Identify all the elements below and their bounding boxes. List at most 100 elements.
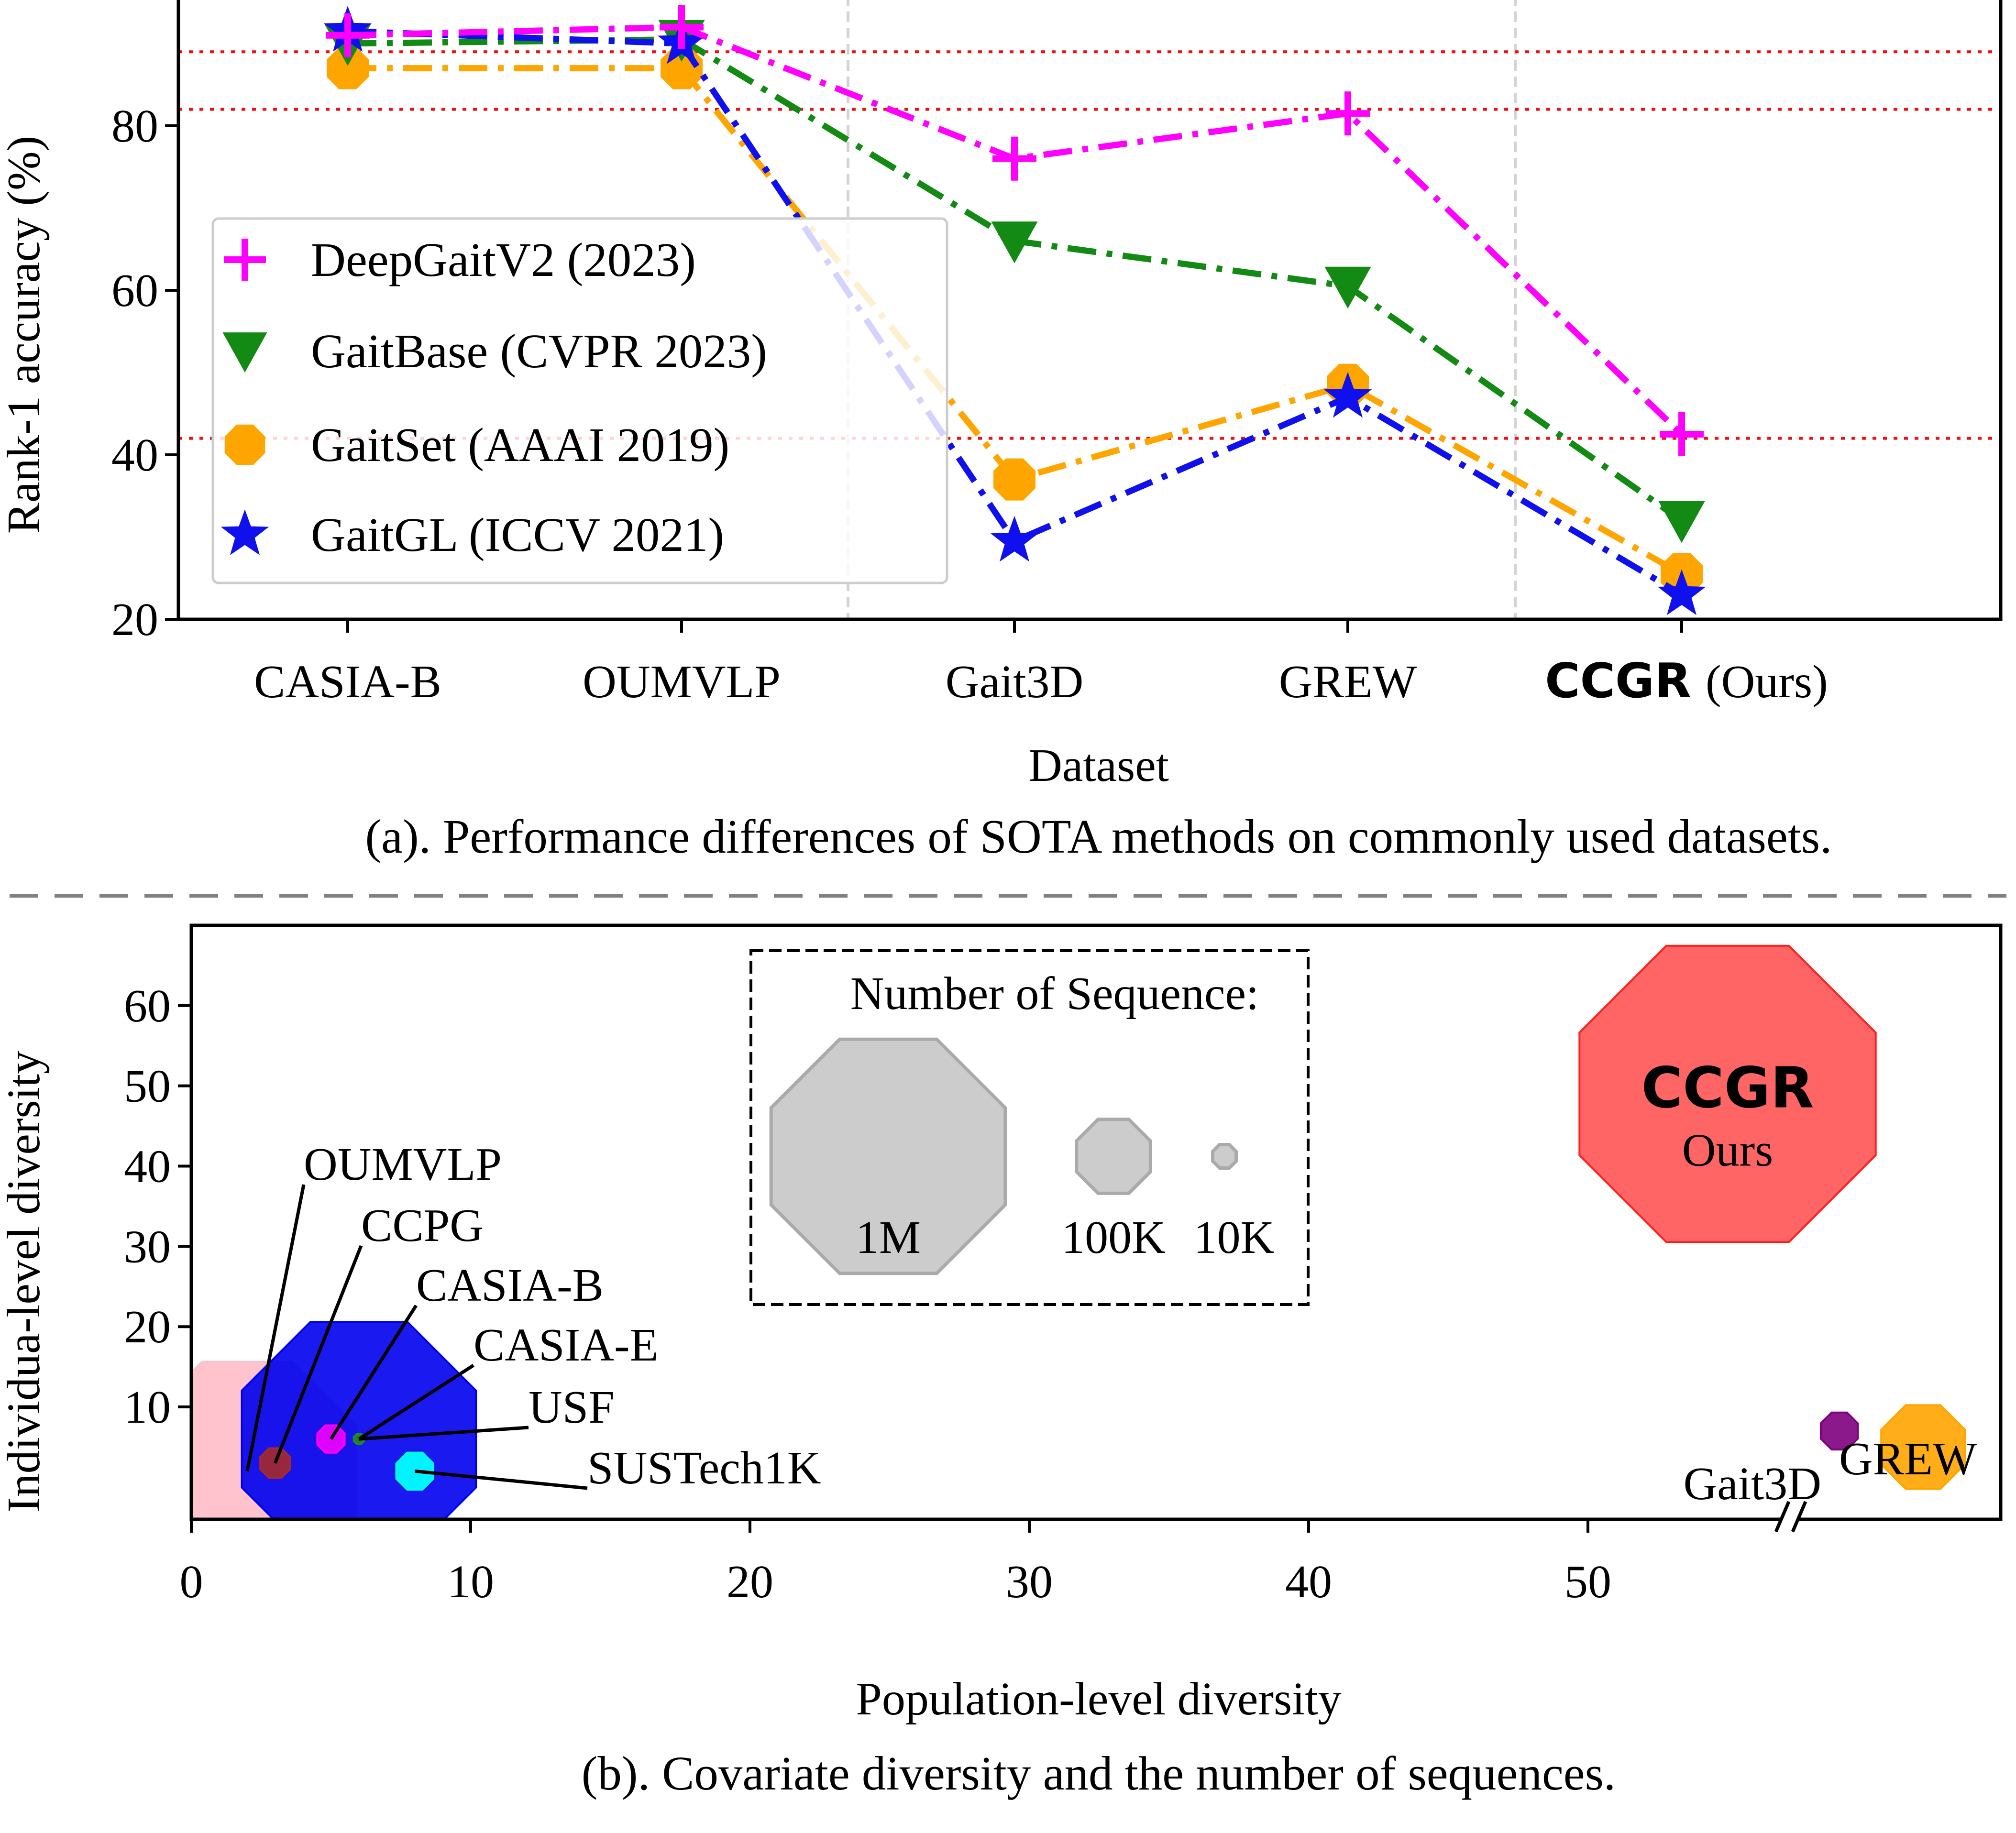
bubble-gait3d: [1819, 1411, 1859, 1451]
a-legend-label: GaitGL (ICCV 2021): [311, 508, 724, 561]
label-sustech1k: SUSTech1K: [587, 1442, 821, 1494]
b-x-tick-label: 50: [1564, 1556, 1611, 1608]
b-y-tick-label: 60: [124, 980, 171, 1032]
size-legend-entry: 100K: [1061, 1118, 1166, 1263]
leader-oumvlp: [245, 1184, 306, 1471]
a-y-tick-label: 20: [111, 594, 158, 646]
a-x-axis-label: Dataset: [1028, 740, 1169, 791]
a-data-point: [660, 5, 704, 49]
leader-sustech1k: [414, 1469, 588, 1490]
a-y-tick-label: 40: [111, 429, 158, 481]
a-series-deepgaitv2: [326, 5, 1704, 456]
b-y-tick-label: 30: [124, 1221, 171, 1273]
a-data-point: [992, 136, 1036, 181]
size-legend-octagon: [1075, 1118, 1152, 1195]
a-legend-entry: GaitSet (AAAI 2019): [224, 418, 729, 472]
b-x-tick-label: 40: [1285, 1556, 1332, 1608]
a-y-axis: 20 40 60 80: [111, 100, 178, 646]
b-size-legend-title: Number of Sequence:: [850, 968, 1259, 1020]
size-legend-label: 1M: [856, 1212, 921, 1263]
b-y-axis-label: Individua-level diversity: [0, 1051, 50, 1513]
b-size-legend: Number of Sequence: 1M 100K 10K: [749, 949, 1310, 1306]
a-series-group: [323, 5, 1706, 615]
b-axis-break-marker: [1774, 1501, 1807, 1533]
a-caption: (a). Performance differences of SOTA met…: [365, 810, 1832, 863]
size-legend-label: 100K: [1061, 1212, 1166, 1263]
a-y-tick-label: 80: [111, 100, 158, 152]
a-legend-entry: GaitGL (ICCV 2021): [220, 508, 724, 561]
size-legend-octagon: [769, 1037, 1007, 1275]
a-data-point: [1658, 501, 1705, 543]
a-data-point: [990, 516, 1039, 562]
a-data-point: [1323, 372, 1372, 418]
a-x-tick-label: CASIA-B: [254, 656, 441, 708]
label-casia-e: CASIA-E: [474, 1319, 659, 1371]
a-data-point: [326, 13, 370, 57]
a-legend-label: DeepGaitV2 (2023): [311, 233, 696, 286]
b-x-axis-label: Population-level diversity: [856, 1673, 1341, 1725]
label-ccgr-subtitle: Ours: [1682, 1124, 1774, 1176]
label-oumvlp: OUMVLP: [304, 1139, 502, 1190]
b-plot-frame: [189, 923, 2003, 1521]
a-data-point: [1326, 91, 1370, 136]
a-y-tick-label: 60: [111, 265, 158, 317]
leader-usf: [359, 1426, 529, 1441]
a-legend-marker: [220, 509, 269, 555]
a-x-tick-label-bold: CCGR: [1545, 653, 1691, 709]
a-x-axis: CASIA-B OUMVLP Gait3D GREW CCGR (Ours): [254, 619, 1828, 709]
b-x-tick-label: 30: [1006, 1556, 1053, 1608]
leader-ccpg: [273, 1245, 363, 1464]
bubble-ccgr: [1578, 944, 1877, 1243]
a-series-line: [347, 28, 1684, 597]
b-x-axis: 0 10 20 30 40 50: [180, 1519, 1611, 1608]
a-x-tick-label: OUMVLP: [583, 656, 781, 708]
b-x-tick-label: 0: [180, 1556, 203, 1608]
a-data-point: [991, 221, 1038, 263]
a-legend-box: [211, 217, 948, 584]
a-x-tick-label-suffix: (Ours): [1706, 656, 1828, 708]
a-plot-frame: [176, 0, 2003, 621]
a-legend-marker: [222, 332, 267, 373]
a-x-tick-label: Gait3D: [946, 656, 1084, 708]
a-legend-entry: GaitBase (CVPR 2023): [222, 324, 767, 378]
a-legend-label: GaitBase (CVPR 2023): [311, 324, 767, 378]
b-y-tick-label: 10: [124, 1382, 171, 1433]
label-ccpg: CCPG: [361, 1200, 484, 1251]
b-x-tick-label: 10: [447, 1556, 494, 1608]
label-ccgr: CCGR: [1641, 1054, 1814, 1120]
a-legend-marker: [224, 424, 265, 465]
label-usf: USF: [529, 1382, 615, 1433]
b-y-tick-label: 40: [124, 1141, 171, 1193]
bubble-grew: [1880, 1404, 1966, 1490]
size-legend-octagon: [1211, 1143, 1238, 1170]
a-legend-label: GaitSet (AAAI 2019): [311, 418, 729, 472]
panel-a: 20 40 60 80 CASIA-B OUMVLP Gait3D GREW CCGR (Our…: [0, 0, 2003, 863]
b-caption: (b). Covariate diversity and the number …: [582, 1746, 1616, 1800]
size-legend-entry: 1M: [769, 1037, 1007, 1275]
b-y-tick-label: 20: [124, 1301, 171, 1353]
a-y-axis-label: Rank-1 accuracy (%): [0, 136, 50, 534]
a-x-tick-label-ccgr: CCGR (Ours): [1545, 653, 1828, 709]
label-casia-b: CASIA-B: [416, 1260, 604, 1311]
a-data-point: [1657, 569, 1706, 615]
a-legend: DeepGaitV2 (2023) GaitBase (CVPR 2023) Gai…: [211, 217, 948, 584]
leader-casia-e: [358, 1364, 474, 1441]
a-x-tick-label: GREW: [1279, 656, 1417, 708]
a-data-point: [1660, 412, 1704, 456]
b-y-tick-label: 50: [124, 1061, 171, 1112]
panel-b: 10 20 30 40 50 60 0 10 20 30 40 50 OUMVLP CCPG CASIA…: [0, 923, 2003, 1800]
label-gait3d: Gait3D: [1684, 1458, 1822, 1510]
a-legend-entry: DeepGaitV2 (2023): [224, 233, 696, 286]
a-data-point: [1324, 266, 1371, 309]
b-y-axis: 10 20 30 40 50 60: [124, 980, 191, 1433]
a-legend-marker: [224, 239, 266, 281]
b-leader-lines: [245, 1184, 588, 1490]
size-legend-entry: 10K: [1194, 1143, 1275, 1263]
a-data-point: [993, 458, 1036, 501]
b-size-legend-box: [749, 949, 1310, 1306]
a-series-line: [348, 65, 1684, 577]
label-grew: GREW: [1839, 1433, 1977, 1485]
size-legend-label: 10K: [1194, 1212, 1275, 1263]
a-data-point: [327, 47, 369, 89]
